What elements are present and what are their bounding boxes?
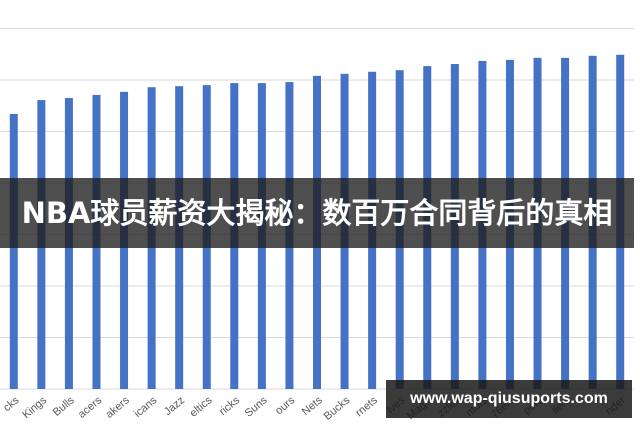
banner-title: NBA球员薪资大揭秘：数百万合同背后的真相 bbox=[0, 178, 634, 248]
x-tick-label: Kings bbox=[20, 394, 49, 421]
x-tick-label: Jazz bbox=[162, 394, 187, 418]
x-tick-label: ricks bbox=[217, 394, 242, 418]
watermark: www.wap-qiusuports.com bbox=[386, 380, 632, 418]
x-tick-label: eltics bbox=[188, 394, 215, 420]
x-tick-label: Bulls bbox=[51, 394, 77, 419]
bar bbox=[9, 113, 18, 390]
x-tick-label: akers bbox=[104, 394, 133, 421]
x-tick-label: icans bbox=[132, 394, 160, 420]
x-tick-label: Suns bbox=[243, 394, 270, 420]
x-tick-label: rnets bbox=[353, 394, 380, 419]
x-tick-label: cks bbox=[1, 394, 22, 414]
x-tick-label: Bucks bbox=[322, 394, 353, 423]
x-tick-label: acers bbox=[76, 394, 105, 421]
x-tick-label: ours bbox=[273, 394, 297, 417]
